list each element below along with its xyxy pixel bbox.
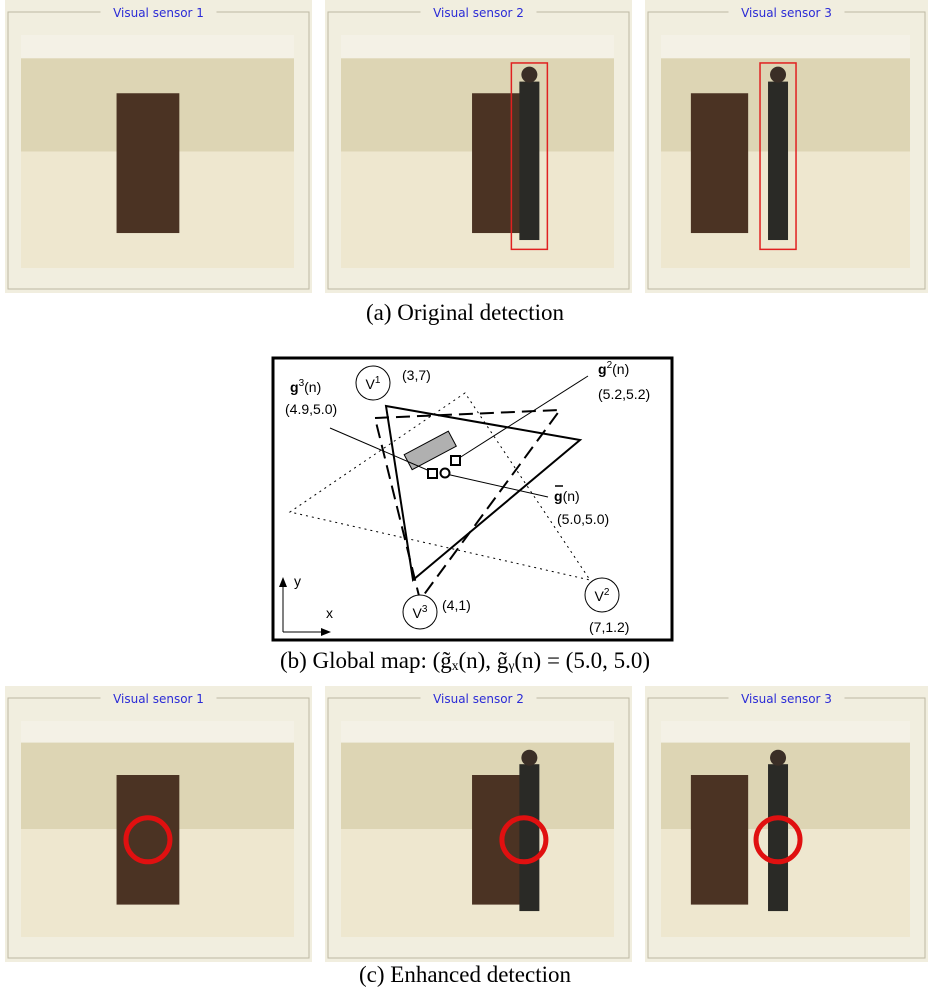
g3-label: g3(n) xyxy=(290,378,321,395)
v1-coord: (3,7) xyxy=(402,367,431,383)
g3-marker xyxy=(428,469,437,478)
partition xyxy=(117,93,180,233)
group-box-title: Visual sensor 1 xyxy=(113,6,204,20)
person-head xyxy=(770,750,786,766)
group-box-title: Visual sensor 2 xyxy=(433,692,524,706)
person-head xyxy=(770,67,786,83)
ceiling xyxy=(341,721,614,743)
person xyxy=(768,764,788,911)
figure: Visual sensor 1 Visual sensor 2 Visual sen… xyxy=(0,0,929,992)
group-box-title: Visual sensor 1 xyxy=(113,692,204,706)
global-map: V1 V2 V3 (3,7) (7,1.2) (4,1) g3(n) (4.9,… xyxy=(273,358,672,640)
group-box-title: Visual sensor 2 xyxy=(433,6,524,20)
g-bar-coord: (5.0,5.0) xyxy=(557,511,609,527)
group-box-title: Visual sensor 3 xyxy=(741,692,832,706)
g2-marker xyxy=(451,456,460,465)
v3-coord: (4,1) xyxy=(442,597,471,613)
axis-y-label: y xyxy=(294,573,301,589)
ceiling xyxy=(21,35,294,58)
caption-c: (c) Enhanced detection xyxy=(359,962,571,987)
caption-b: (b) Global map: (g̃ₓ(n), g̃ᵧ(n) = (5.0, … xyxy=(280,648,650,674)
g-bar-marker xyxy=(441,469,450,478)
g3-coord: (4.9,5.0) xyxy=(285,401,337,417)
person-head xyxy=(521,67,537,83)
ceiling xyxy=(341,35,614,58)
person xyxy=(519,764,539,911)
ceiling xyxy=(661,35,910,58)
group-box-title: Visual sensor 3 xyxy=(741,6,832,20)
partition xyxy=(691,775,748,905)
person xyxy=(768,82,788,240)
axis-x-label: x xyxy=(326,605,333,621)
ceiling xyxy=(21,721,294,743)
person-head xyxy=(521,750,537,766)
caption-a: (a) Original detection xyxy=(366,300,564,325)
g-bar-label: g(n) xyxy=(554,488,580,504)
g2-coord: (5.2,5.2) xyxy=(598,386,650,402)
ceiling xyxy=(661,721,910,743)
v2-coord: (7,1.2) xyxy=(589,619,629,635)
partition xyxy=(691,93,748,233)
person xyxy=(519,82,539,240)
g2-label: g2(n) xyxy=(598,360,629,377)
